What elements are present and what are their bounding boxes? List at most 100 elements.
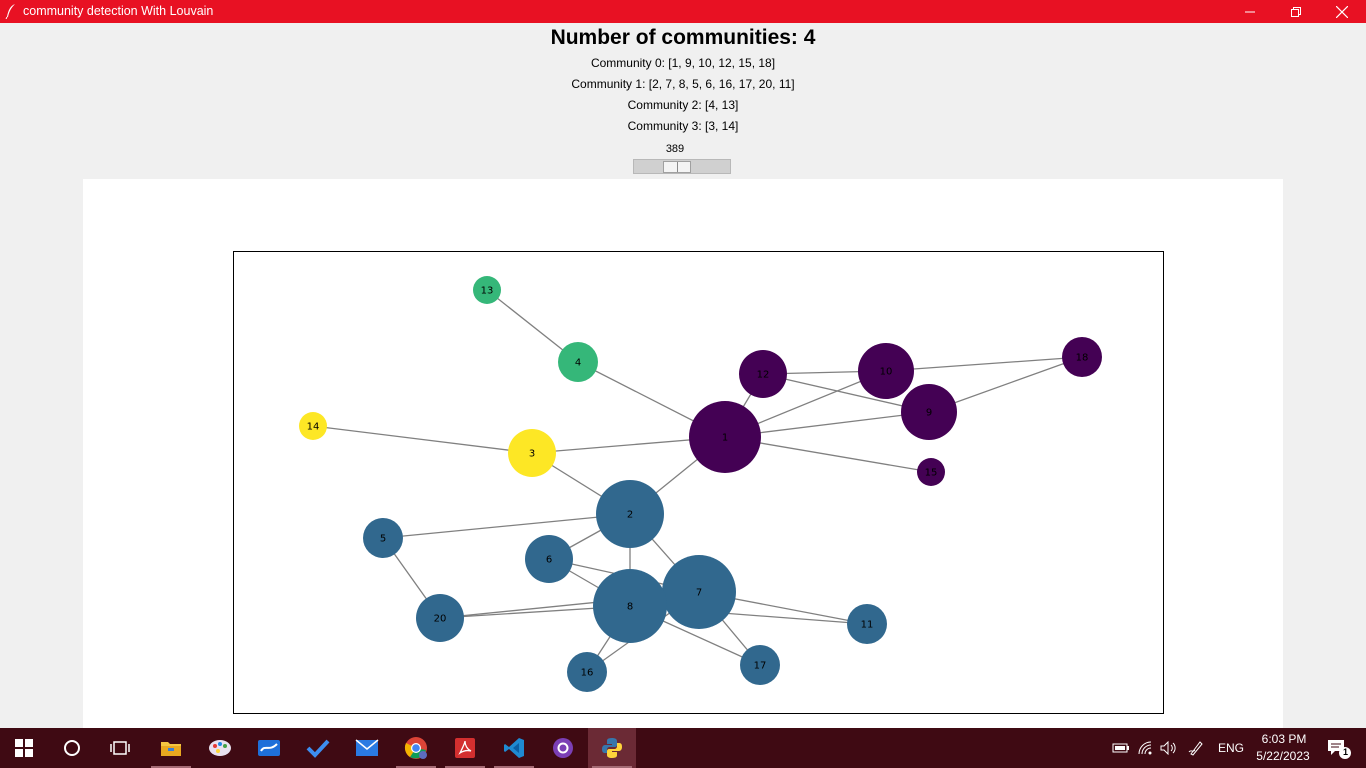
- windows-logo-icon: [15, 739, 33, 757]
- minimize-button[interactable]: [1227, 0, 1273, 23]
- node-label-13: 13: [481, 286, 494, 297]
- node-20: 20: [416, 594, 464, 642]
- whiteboard-button[interactable]: [245, 728, 293, 768]
- checkmark-icon: [306, 739, 330, 758]
- node-label-9: 9: [926, 408, 932, 419]
- wifi-icon: [1138, 741, 1152, 755]
- node-label-10: 10: [880, 367, 893, 378]
- node-15: 15: [917, 458, 945, 486]
- app-content: Number of communities: 4 Community 0: [1…: [0, 23, 1366, 728]
- seed-slider[interactable]: [633, 159, 731, 174]
- notification-icon: [1328, 740, 1351, 759]
- volume-button[interactable]: [1158, 728, 1180, 768]
- github-desktop-button[interactable]: [539, 728, 587, 768]
- file-explorer-button[interactable]: [147, 728, 195, 768]
- node-circle-17: [740, 645, 780, 685]
- chrome-button[interactable]: [392, 728, 440, 768]
- node-8: 8: [593, 569, 667, 643]
- node-14: 14: [299, 412, 327, 440]
- battery-button[interactable]: [1110, 728, 1132, 768]
- node-circle-16: [567, 652, 607, 692]
- node-label-6: 6: [546, 555, 552, 566]
- speaker-icon: [1160, 741, 1176, 755]
- node-label-18: 18: [1076, 353, 1089, 364]
- node-label-3: 3: [529, 449, 535, 460]
- node-label-14: 14: [307, 422, 320, 433]
- node-17: 17: [740, 645, 780, 685]
- node-label-16: 16: [581, 668, 594, 679]
- communities-count-heading: Number of communities: 4: [550, 26, 816, 49]
- node-label-8: 8: [627, 602, 633, 613]
- node-12: 12: [739, 350, 787, 398]
- taskbar: ENG 6:03 PM 5/22/2023 1: [0, 728, 1366, 768]
- clock-date[interactable]: 5/22/2023: [1256, 749, 1310, 763]
- node-label-15: 15: [925, 468, 938, 479]
- node-label-11: 11: [861, 620, 874, 631]
- node-10: 10: [858, 343, 914, 399]
- node-circle-18: [1062, 337, 1102, 377]
- pen-icon: [1188, 741, 1203, 756]
- title-bar: community detection With Louvain: [0, 0, 1366, 23]
- vscode-button[interactable]: [490, 728, 538, 768]
- node-circle-12: [739, 350, 787, 398]
- node-6: 6: [525, 535, 573, 583]
- node-circle-2: [596, 480, 664, 548]
- restore-button[interactable]: [1273, 0, 1319, 23]
- todo-button[interactable]: [294, 728, 342, 768]
- language-indicator[interactable]: ENG: [1218, 741, 1245, 755]
- mail-icon: [355, 739, 379, 756]
- minimize-icon: [1245, 11, 1255, 12]
- close-button[interactable]: [1319, 0, 1365, 23]
- plot-frame: [233, 251, 1164, 714]
- slider-thumb[interactable]: [663, 161, 691, 173]
- node-circle-15: [917, 458, 945, 486]
- acrobat-button[interactable]: [441, 728, 489, 768]
- clock-time[interactable]: 6:03 PM: [1261, 732, 1307, 746]
- node-circle-7: [662, 555, 736, 629]
- battery-icon: [1112, 743, 1129, 753]
- node-circle-13: [473, 276, 501, 304]
- node-13: 13: [473, 276, 501, 304]
- restore-icon: [1291, 6, 1301, 17]
- edge-12-9: [762, 373, 930, 413]
- edge-14-3: [312, 425, 533, 454]
- node-3: 3: [508, 429, 556, 477]
- node-circle-20: [416, 594, 464, 642]
- node-circle-6: [525, 535, 573, 583]
- node-circle-8: [593, 569, 667, 643]
- node-label-5: 5: [380, 534, 386, 545]
- pen-button[interactable]: [1185, 728, 1207, 768]
- mail-button[interactable]: [343, 728, 391, 768]
- feather-icon: [4, 3, 18, 20]
- notifications-button[interactable]: 1: [1318, 728, 1358, 768]
- start-button[interactable]: [0, 728, 48, 768]
- community-2-label: Community 2: [4, 13]: [627, 98, 739, 112]
- search-circle-icon: [64, 740, 80, 756]
- node-label-20: 20: [434, 614, 447, 625]
- network-button[interactable]: [1135, 728, 1157, 768]
- python-icon: [602, 738, 622, 758]
- paint-button[interactable]: [196, 728, 244, 768]
- node-11: 11: [847, 604, 887, 644]
- node-circle-14: [299, 412, 327, 440]
- node-circle-3: [508, 429, 556, 477]
- node-18: 18: [1062, 337, 1102, 377]
- node-label-1: 1: [722, 433, 728, 444]
- folder-icon: [161, 742, 181, 756]
- node-9: 9: [901, 384, 957, 440]
- task-view-icon: [110, 741, 130, 755]
- node-circle-11: [847, 604, 887, 644]
- palette-icon: [209, 740, 231, 756]
- task-view-button[interactable]: [96, 728, 144, 768]
- search-button[interactable]: [48, 728, 96, 768]
- pdf-icon: [455, 738, 475, 758]
- node-circle-1: [689, 401, 761, 473]
- window-title: community detection With Louvain: [23, 4, 214, 18]
- edge-10-18: [885, 356, 1083, 372]
- node-16: 16: [567, 652, 607, 692]
- node-2: 2: [596, 480, 664, 548]
- community-3-label: Community 3: [3, 14]: [627, 119, 739, 133]
- python-button[interactable]: [588, 728, 636, 768]
- node-circle-10: [858, 343, 914, 399]
